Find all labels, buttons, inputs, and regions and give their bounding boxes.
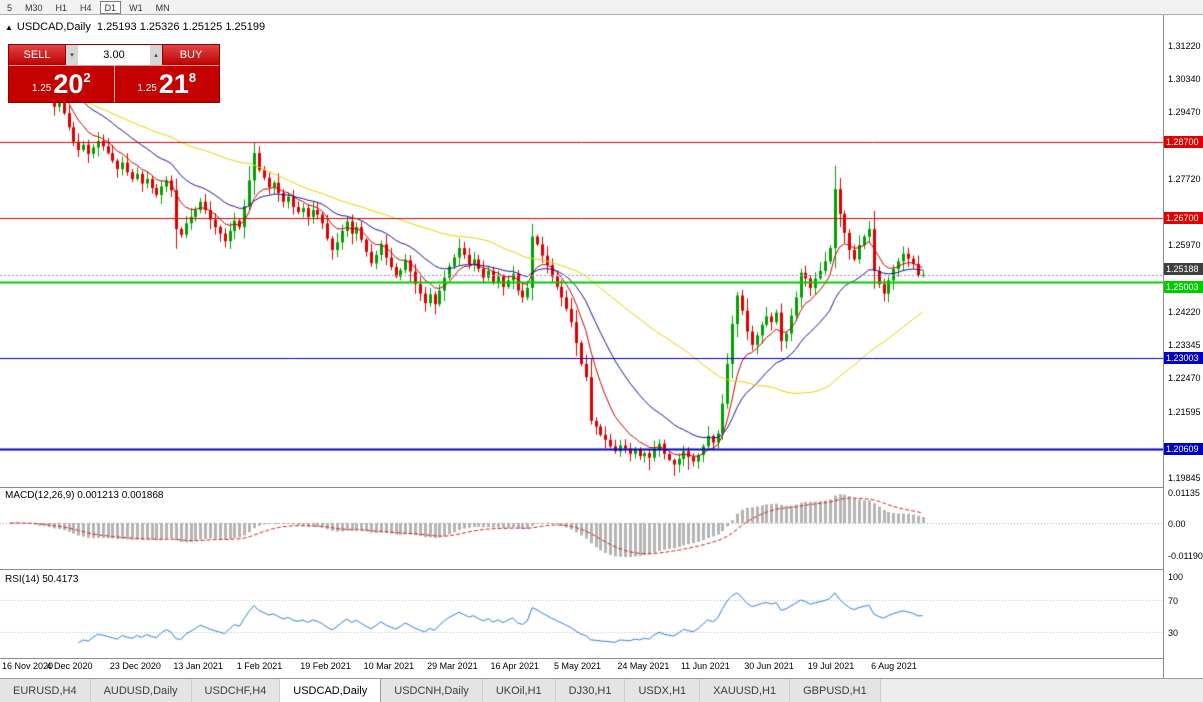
time-axis-label: 13 Jan 2021: [173, 661, 223, 671]
price-level-label-1.25003: 1.25003: [1164, 281, 1203, 294]
timeframe-button-h1[interactable]: H1: [55, 2, 68, 13]
macd-axis-tick: 0.00: [1168, 519, 1186, 529]
time-axis-label: 11 Jun 2021: [680, 661, 730, 671]
rsi-axis-tick: 30: [1168, 628, 1179, 638]
time-axis-label: 16 Nov 2020: [2, 661, 54, 671]
macd-indicator-label: MACD(12,26,9) 0.001213 0.001868: [5, 490, 164, 501]
chart-ohlc-values: 1.25193 1.25326 1.25125 1.25199: [96, 21, 266, 33]
volume-decrease-button[interactable]: ▾: [66, 45, 78, 65]
time-axis-label: 16 Apr 2021: [490, 661, 540, 671]
time-axis-label: 5 May 2021: [553, 661, 601, 671]
volume-input[interactable]: 3.00: [103, 49, 125, 61]
time-axis-label: 19 Jul 2021: [807, 661, 855, 671]
price-level-label-1.23003: 1.23003: [1164, 352, 1203, 365]
collapse-trade-panel-icon[interactable]: ▲: [5, 23, 13, 32]
price-chart-canvas[interactable]: [0, 15, 1163, 678]
trade-panel-prices: 1.25 20 2 1.25 21 8: [9, 65, 219, 102]
chart-tab-usdchf-h4[interactable]: USDCHF,H4: [191, 679, 281, 702]
rsi-indicator-label: RSI(14) 50.4173: [5, 574, 79, 585]
price-axis-tick: 1.30340: [1168, 74, 1201, 85]
macd-panel[interactable]: [0, 488, 1163, 569]
rsi-axis-tick: 70: [1168, 596, 1179, 606]
sell-price-button[interactable]: 1.25 20 2: [9, 66, 114, 102]
price-axis-tick: 1.29470: [1168, 107, 1201, 118]
buy-price-pipette: 8: [188, 70, 197, 85]
price-axis-tick: 1.24220: [1168, 306, 1201, 317]
panel-separator-2[interactable]: [0, 658, 1203, 659]
price-level-label-1.28700: 1.28700: [1164, 135, 1203, 148]
timeframe-button-w1[interactable]: W1: [129, 2, 143, 13]
price-axis-tick: 1.22470: [1168, 373, 1201, 384]
time-axis-label: 30 Jun 2021: [744, 661, 794, 671]
rsi-panel[interactable]: [0, 570, 1163, 658]
chart-tab-eurusd-h4[interactable]: EURUSD,H4: [0, 679, 91, 702]
chart-tab-dj30-h1[interactable]: DJ30,H1: [555, 679, 626, 702]
timeframe-button-5[interactable]: 5: [7, 2, 13, 13]
buy-price-button[interactable]: 1.25 21 8: [115, 66, 220, 102]
trade-panel-divider: [113, 66, 115, 102]
one-click-trading-panel: SELL ▾ 3.00 ▴ BUY 1.25 20 2 1.25 21: [8, 44, 220, 103]
time-axis-label: 19 Feb 2021: [300, 661, 351, 671]
trade-panel-controls: SELL ▾ 3.00 ▴ BUY: [9, 45, 219, 65]
chart-tab-xauusd-h1[interactable]: XAUUSD,H1: [700, 679, 791, 702]
buy-price-prefix: 1.25: [137, 83, 157, 94]
time-axis-label: 4 Dec 2020: [46, 661, 93, 671]
buy-button[interactable]: BUY: [162, 45, 219, 65]
volume-increase-button[interactable]: ▴: [150, 45, 162, 65]
chart-tab-bar: EURUSD,H4 AUDUSD,Daily USDCHF,H4 USDCAD,Dai…: [0, 678, 1203, 702]
chart-tab-usdcnh-daily[interactable]: USDCNH,Daily: [381, 679, 483, 702]
chart-tab-ukoil-h1[interactable]: UKOil,H1: [482, 679, 556, 702]
time-axis-label: 1 Feb 2021: [236, 661, 283, 671]
timeframe-button-m30[interactable]: M30: [25, 2, 43, 13]
sell-price-prefix: 1.25: [31, 83, 52, 94]
buy-price-big-digits: 21: [158, 69, 189, 99]
time-axis-label: 24 May 2021: [617, 661, 670, 671]
price-axis-tick: 1.27720: [1168, 173, 1201, 184]
macd-axis-tick: 0.01135: [1168, 488, 1200, 498]
timeframe-button-mn[interactable]: MN: [155, 2, 170, 13]
time-axis-label: 29 Mar 2021: [427, 661, 478, 671]
chart-window: ▲ USDCAD,Daily 1.25193 1.25326 1.25125 1.2…: [0, 15, 1203, 678]
chart-tab-gbpusd-h1[interactable]: GBPUSD,H1: [790, 679, 881, 702]
time-axis-label: 10 Mar 2021: [363, 661, 415, 671]
current-price-label: 1.25188: [1164, 263, 1203, 276]
time-axis-label: 6 Aug 2021: [871, 661, 917, 671]
price-level-label-1.26700: 1.26700: [1164, 211, 1203, 224]
timeframe-button-d1[interactable]: D1: [99, 0, 122, 14]
rsi-axis-tick: 100: [1168, 572, 1184, 582]
price-axis-tick: 1.25970: [1168, 240, 1201, 251]
price-axis-tick: 1.19845: [1168, 473, 1201, 484]
price-axis[interactable]: 1.31220 1.30340 1.29470 1.27720 1.25970 1.242…: [1163, 15, 1203, 678]
chart-symbol-label: USDCAD,Daily: [16, 21, 91, 33]
panel-separator-0[interactable]: [0, 487, 1203, 488]
chart-tab-audusd-daily[interactable]: AUDUSD,Daily: [90, 679, 192, 702]
macd-axis-tick: -0.01190: [1168, 551, 1203, 562]
panel-separator-1[interactable]: [0, 569, 1203, 570]
timeframe-toolbar: 5 M30 H1 H4 D1 W1 MN: [0, 0, 1203, 15]
chart-title: ▲ USDCAD,Daily 1.25193 1.25326 1.25125 1.2…: [5, 21, 265, 33]
time-axis-label: 23 Dec 2020: [109, 661, 161, 671]
price-level-label-1.20609: 1.20609: [1164, 443, 1203, 455]
volume-control: ▾ 3.00 ▴: [66, 45, 162, 65]
sell-price-big-digits: 20: [53, 69, 84, 99]
price-axis-tick: 1.23345: [1168, 340, 1201, 351]
sell-button[interactable]: SELL: [9, 45, 66, 65]
chart-tab-usdx-h1[interactable]: USDX,H1: [625, 679, 701, 702]
price-axis-tick: 1.31220: [1168, 41, 1201, 51]
price-axis-tick: 1.21595: [1168, 406, 1201, 417]
timeframe-button-h4[interactable]: H4: [80, 2, 92, 13]
sell-price-pipette: 2: [83, 70, 91, 85]
chart-tab-usdcad-daily[interactable]: USDCAD,Daily: [280, 679, 382, 702]
